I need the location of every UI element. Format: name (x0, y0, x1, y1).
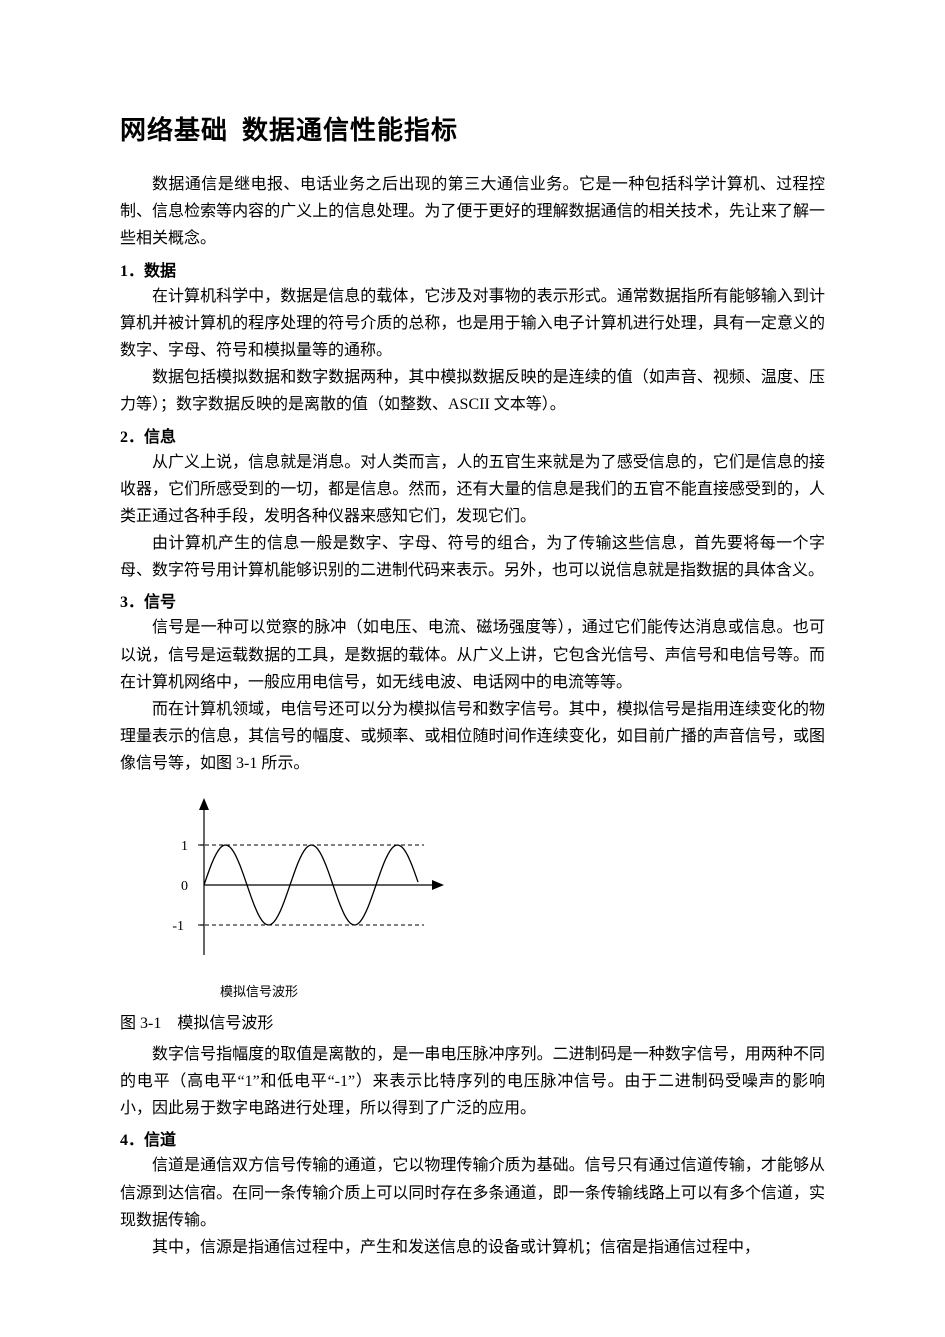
section-3-p3: 数字信号指幅度的取值是离散的，是一串电压脉冲序列。二进制码是一种数字信号，用两种… (120, 1041, 825, 1123)
section-3-p1: 信号是一种可以觉察的脉冲（如电压、电流、磁场强度等），通过它们能传达消息或信息。… (120, 614, 825, 696)
title-part-2: 数据通信性能指标 (242, 115, 458, 145)
analog-waveform-svg: 1 0 -1 (154, 790, 454, 970)
section-4-p2: 其中，信源是指通信过程中，产生和发送信息的设备或计算机；信宿是指通信过程中， (120, 1234, 825, 1261)
intro-paragraph: 数据通信是继电报、电话业务之后出现的第三大通信业务。它是一种包括科学计算机、过程… (120, 171, 825, 253)
section-2-head: 2．信息 (120, 423, 825, 447)
section-1-p1: 在计算机科学中，数据是信息的载体，它涉及对事物的表示形式。通常数据指所有能够输入… (120, 283, 825, 365)
section-4-p1: 信道是通信双方信号传输的通道，它以物理传输介质为基础。信号只有通过信道传输，才能… (120, 1152, 825, 1234)
section-4-head: 4．信道 (120, 1126, 825, 1150)
section-3-p2: 而在计算机领域，电信号还可以分为模拟信号和数字信号。其中，模拟信号是指用连续变化… (120, 696, 825, 778)
section-1-head: 1．数据 (120, 257, 825, 281)
section-3-head: 3．信号 (120, 588, 825, 612)
title-part-1: 网络基础 (120, 115, 228, 145)
figure-caption-main: 图 3-1 模拟信号波形 (120, 1010, 825, 1037)
svg-text:-1: -1 (172, 919, 184, 934)
document-page: 网络基础数据通信性能指标 数据通信是继电报、电话业务之后出现的第三大通信业务。它… (0, 0, 945, 1337)
section-2-p1: 从广义上说，信息就是消息。对人类而言，人的五官生来就是为了感受信息的，它们是信息… (120, 449, 825, 531)
figure-3-1: 1 0 -1 模拟信号波形 (154, 790, 825, 1000)
svg-text:0: 0 (181, 879, 188, 894)
section-2-p2: 由计算机产生的信息一般是数字、字母、符号的组合，为了传输这些信息，首先要将每一个… (120, 530, 825, 584)
svg-text:1: 1 (181, 839, 188, 854)
section-1-p2: 数据包括模拟数据和数字数据两种，其中模拟数据反映的是连续的值（如声音、视频、温度… (120, 364, 825, 418)
page-title: 网络基础数据通信性能指标 (120, 110, 825, 147)
figure-caption-small: 模拟信号波形 (220, 981, 825, 1000)
